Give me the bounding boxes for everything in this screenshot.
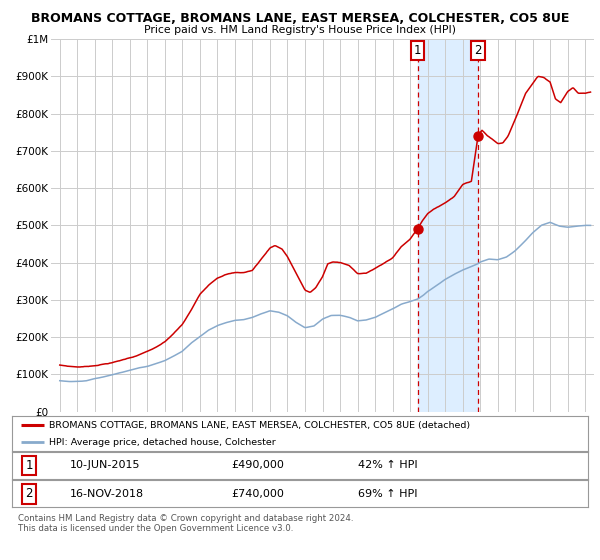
Text: 1: 1 [26,459,33,472]
Text: Contains HM Land Registry data © Crown copyright and database right 2024.
This d: Contains HM Land Registry data © Crown c… [18,514,353,534]
Text: £740,000: £740,000 [231,489,284,499]
Text: HPI: Average price, detached house, Colchester: HPI: Average price, detached house, Colc… [49,437,276,447]
Text: Price paid vs. HM Land Registry's House Price Index (HPI): Price paid vs. HM Land Registry's House … [144,25,456,35]
Text: BROMANS COTTAGE, BROMANS LANE, EAST MERSEA, COLCHESTER, CO5 8UE: BROMANS COTTAGE, BROMANS LANE, EAST MERS… [31,12,569,25]
Text: 10-JUN-2015: 10-JUN-2015 [70,460,140,470]
Text: 69% ↑ HPI: 69% ↑ HPI [358,489,417,499]
Bar [418,39,478,412]
Text: 2: 2 [474,44,482,57]
Text: 42% ↑ HPI: 42% ↑ HPI [358,460,417,470]
Text: 2: 2 [26,487,33,501]
Text: 16-NOV-2018: 16-NOV-2018 [70,489,144,499]
Text: 1: 1 [414,44,422,57]
Text: BROMANS COTTAGE, BROMANS LANE, EAST MERSEA, COLCHESTER, CO5 8UE (detached): BROMANS COTTAGE, BROMANS LANE, EAST MERS… [49,421,470,430]
Text: £490,000: £490,000 [231,460,284,470]
